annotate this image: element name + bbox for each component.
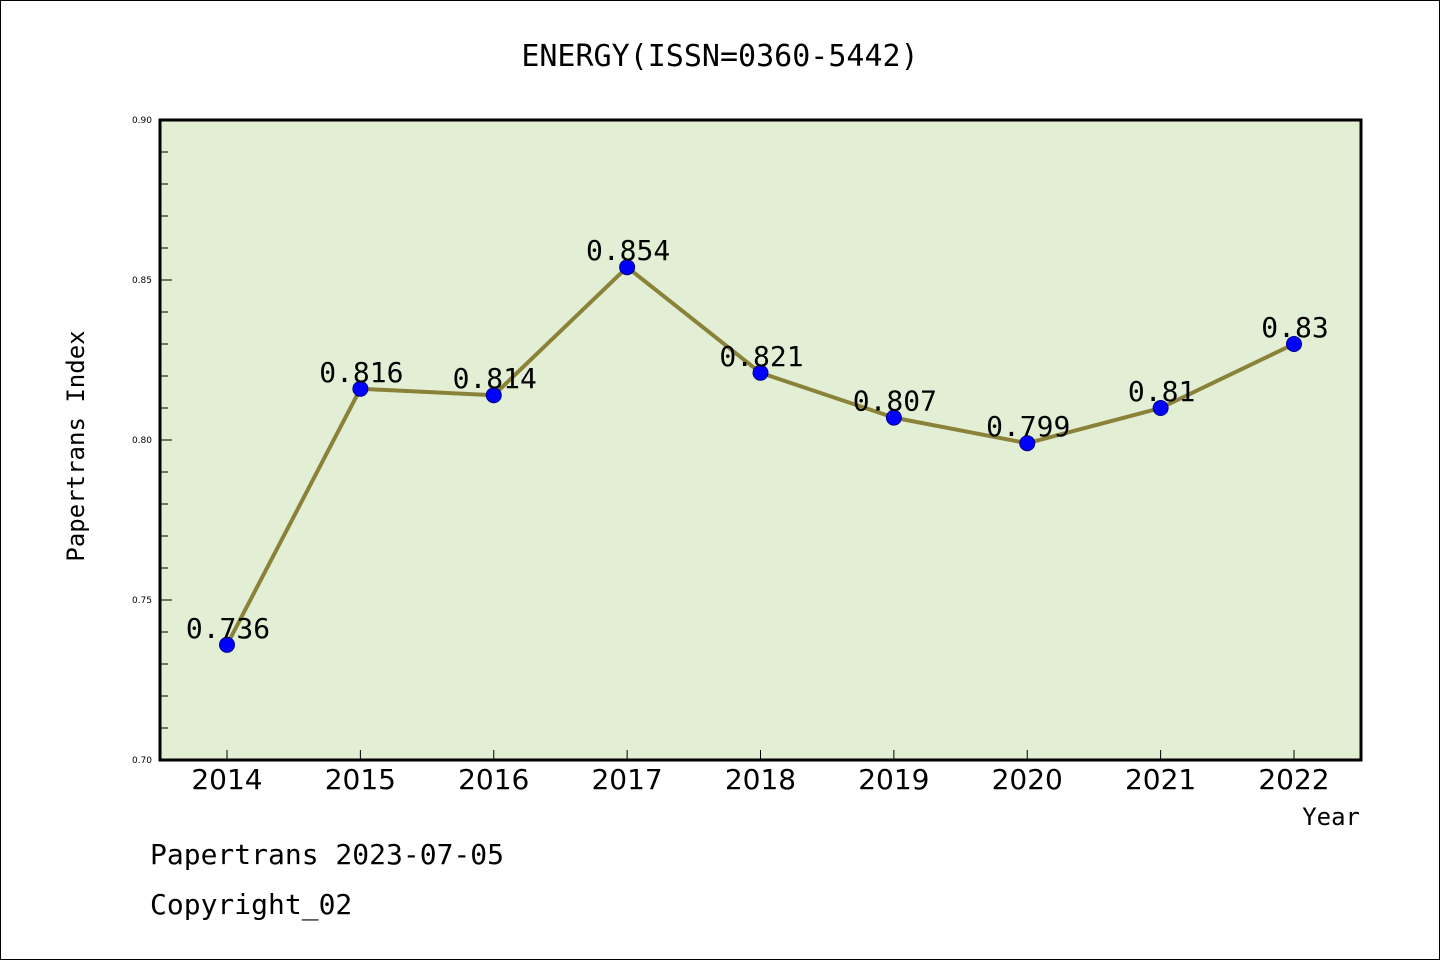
footer-source: Papertrans 2023-07-05 xyxy=(150,838,504,871)
data-label: 0.81 xyxy=(1128,375,1195,408)
plot-border xyxy=(158,118,1363,762)
data-point xyxy=(619,259,636,276)
x-tick-label: 2018 xyxy=(725,763,796,796)
data-point xyxy=(1286,336,1302,352)
x-axis-ticks: 2014 2015 2016 2017 2018 2019 2020 2021 2022 xyxy=(191,750,1330,796)
data-label: 0.854 xyxy=(586,234,670,267)
data-point xyxy=(752,364,769,381)
x-tick-label: 2015 xyxy=(325,763,396,796)
data-point xyxy=(352,380,369,397)
y-axis-label: Papertrans Index xyxy=(62,330,90,561)
data-markers xyxy=(219,259,1302,653)
x-tick-label: 2022 xyxy=(1258,763,1329,796)
data-point xyxy=(1019,435,1036,452)
x-tick-label: 2014 xyxy=(191,763,262,796)
data-label: 0.814 xyxy=(453,362,537,395)
y-tick-label: 0.80 xyxy=(132,436,152,446)
footer-copyright: Copyright_02 xyxy=(150,888,352,922)
data-label: 0.816 xyxy=(319,356,403,389)
x-tick-label: 2020 xyxy=(992,763,1063,796)
chart-title: ENERGY(ISSN=0360-5442) xyxy=(521,39,918,74)
data-label: 0.799 xyxy=(986,410,1070,443)
data-label: 0.821 xyxy=(719,340,803,373)
y-tick-label: 0.75 xyxy=(132,596,152,606)
data-label: 0.736 xyxy=(186,612,270,645)
x-tick-label: 2017 xyxy=(591,763,662,796)
y-tick-label: 0.85 xyxy=(132,276,152,286)
y-tick-label: 0.70 xyxy=(132,756,152,766)
x-axis-label: Year xyxy=(1302,803,1360,831)
x-tick-label: 2016 xyxy=(458,763,529,796)
x-tick-label: 2019 xyxy=(858,763,929,796)
data-point xyxy=(885,409,902,426)
data-point xyxy=(219,636,235,653)
plot-area xyxy=(160,120,1361,760)
data-labels: 0.736 0.816 0.814 0.854 0.821 0.807 0.799 0.81 0… xyxy=(186,234,1329,645)
data-label: 0.807 xyxy=(853,385,937,418)
data-label: 0.83 xyxy=(1261,311,1328,344)
data-point xyxy=(1152,400,1169,416)
x-tick-label: 2021 xyxy=(1125,763,1196,796)
data-point xyxy=(485,387,502,404)
y-tick-label: 0.90 xyxy=(132,116,152,126)
